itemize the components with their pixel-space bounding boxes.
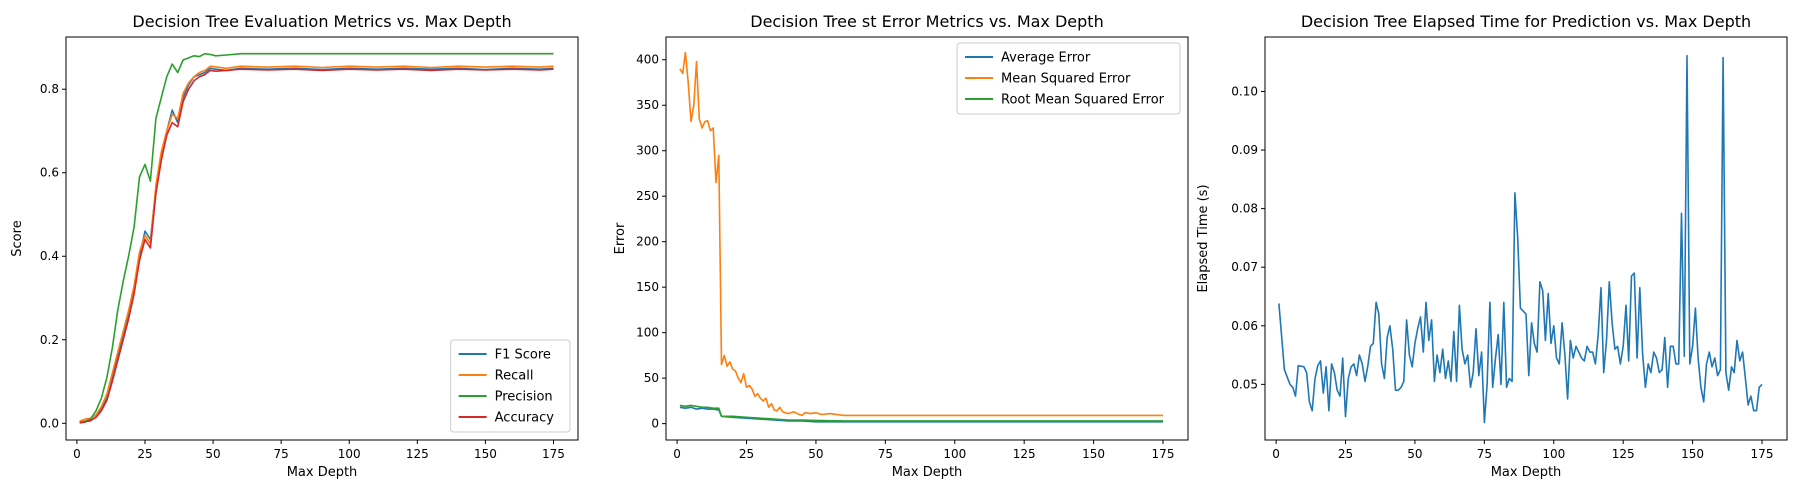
- x-tick-label: 100: [1542, 447, 1565, 461]
- x-tick-label: 150: [474, 447, 497, 461]
- x-tick-label: 175: [542, 447, 565, 461]
- y-tick-label: 0.09: [1231, 143, 1258, 157]
- x-tick-label: 25: [1338, 447, 1353, 461]
- y-tick-label: 0.08: [1231, 202, 1258, 216]
- y-tick-label: 0.10: [1231, 84, 1258, 98]
- x-tick-label: 175: [1751, 447, 1774, 461]
- y-axis-label: Score: [10, 220, 25, 256]
- y-tick-label: 0.06: [1231, 319, 1258, 333]
- y-tick-label: 0.05: [1231, 377, 1258, 391]
- series-line-2: [679, 51, 1163, 417]
- legend-box: [450, 339, 571, 433]
- x-tick-label: 50: [205, 447, 220, 461]
- x-tick-label: 0: [73, 447, 81, 461]
- x-tick-label: 50: [1407, 447, 1422, 461]
- x-tick-label: 150: [1082, 447, 1105, 461]
- x-tick-label: 50: [808, 447, 823, 461]
- series-line-3: [79, 52, 554, 424]
- legend: F1 Score Recall Precision Accuracy: [450, 339, 571, 433]
- y-tick-label: 400: [636, 53, 659, 67]
- y-tick-label: 0: [651, 417, 659, 431]
- series-line-4: [79, 68, 554, 424]
- y-axis-label: Error: [613, 222, 628, 254]
- chart-title: Decision Tree st Error Metrics vs. Max D…: [750, 12, 1103, 31]
- series-group: [679, 51, 1163, 423]
- x-tick-label: 75: [878, 447, 893, 461]
- y-axis-label: Elapsed Time (s): [1196, 184, 1211, 292]
- axes-frame: [65, 36, 579, 441]
- legend-entry: Root Mean Squared Error: [1001, 93, 1165, 108]
- chart-title: Decision Tree Evaluation Metrics vs. Max…: [132, 12, 511, 31]
- x-tick-label: 25: [739, 447, 754, 461]
- legend-box: [956, 42, 1181, 115]
- y-tick-label: 0.8: [40, 82, 59, 96]
- x-tick-label: 100: [338, 447, 361, 461]
- legend-entry: Mean Squared Error: [1001, 72, 1131, 87]
- y-tick-label: 0.0: [40, 416, 59, 430]
- y-tick-label: 300: [636, 144, 659, 158]
- y-tick-label: 200: [636, 235, 659, 249]
- chart-2: 0 25 50 75 100 125 150 175 0 50 100 150 200 250 300 350…: [613, 12, 1189, 480]
- x-tick-label: 125: [1612, 447, 1635, 461]
- x-axis-label: Max Depth: [1491, 465, 1562, 480]
- x-tick-label: 100: [943, 447, 966, 461]
- x-tick-label: 125: [1013, 447, 1036, 461]
- x-axis-label: Max Depth: [892, 465, 963, 480]
- x-tick-label: 150: [1681, 447, 1704, 461]
- y-tick-label: 0.4: [40, 249, 59, 263]
- series-group: [1278, 54, 1763, 424]
- x-tick-label: 175: [1152, 447, 1175, 461]
- y-tick-label: 350: [636, 98, 659, 112]
- y-tick-label: 50: [644, 371, 659, 385]
- series-line-3: [679, 404, 1163, 422]
- series-line-2: [79, 65, 554, 422]
- axes-frame: [665, 36, 1189, 441]
- y-tick-label: 0.6: [40, 166, 59, 180]
- series-group: [79, 52, 554, 424]
- x-tick-label: 0: [1272, 447, 1280, 461]
- series-line-1: [1278, 54, 1763, 424]
- series-line-1: [79, 67, 554, 423]
- x-tick-label: 75: [1477, 447, 1492, 461]
- legend-entry: Precision: [495, 390, 553, 405]
- legend-entry: Accuracy: [495, 411, 555, 426]
- x-tick-label: 0: [673, 447, 681, 461]
- legend-entry: Average Error: [1001, 51, 1091, 66]
- y-tick-label: 0.2: [40, 333, 59, 347]
- legend-entry: Recall: [495, 369, 534, 384]
- legend: Average Error Mean Squared Error Root Mean…: [956, 42, 1181, 115]
- x-tick-label: 125: [406, 447, 429, 461]
- y-tick-label: 0.07: [1231, 260, 1258, 274]
- chart-3: 0 25 50 75 100 125 150 175 0.05 0.06 0.07 0.08 0.09 0…: [1196, 12, 1788, 480]
- x-tick-label: 25: [137, 447, 152, 461]
- chart-title: Decision Tree Elapsed Time for Predictio…: [1301, 12, 1751, 31]
- legend-entry: F1 Score: [495, 348, 551, 363]
- y-tick-label: 100: [636, 326, 659, 340]
- y-tick-label: 250: [636, 189, 659, 203]
- y-tick-label: 150: [636, 280, 659, 294]
- series-line-1: [679, 406, 1163, 423]
- x-tick-label: 75: [274, 447, 289, 461]
- chart-1: 0 25 50 75 100 125 150 175 0.0 0.2 0.4 0.6 0.8 Decisi…: [10, 12, 579, 480]
- axes-frame: [1264, 36, 1788, 441]
- x-axis-label: Max Depth: [287, 465, 358, 480]
